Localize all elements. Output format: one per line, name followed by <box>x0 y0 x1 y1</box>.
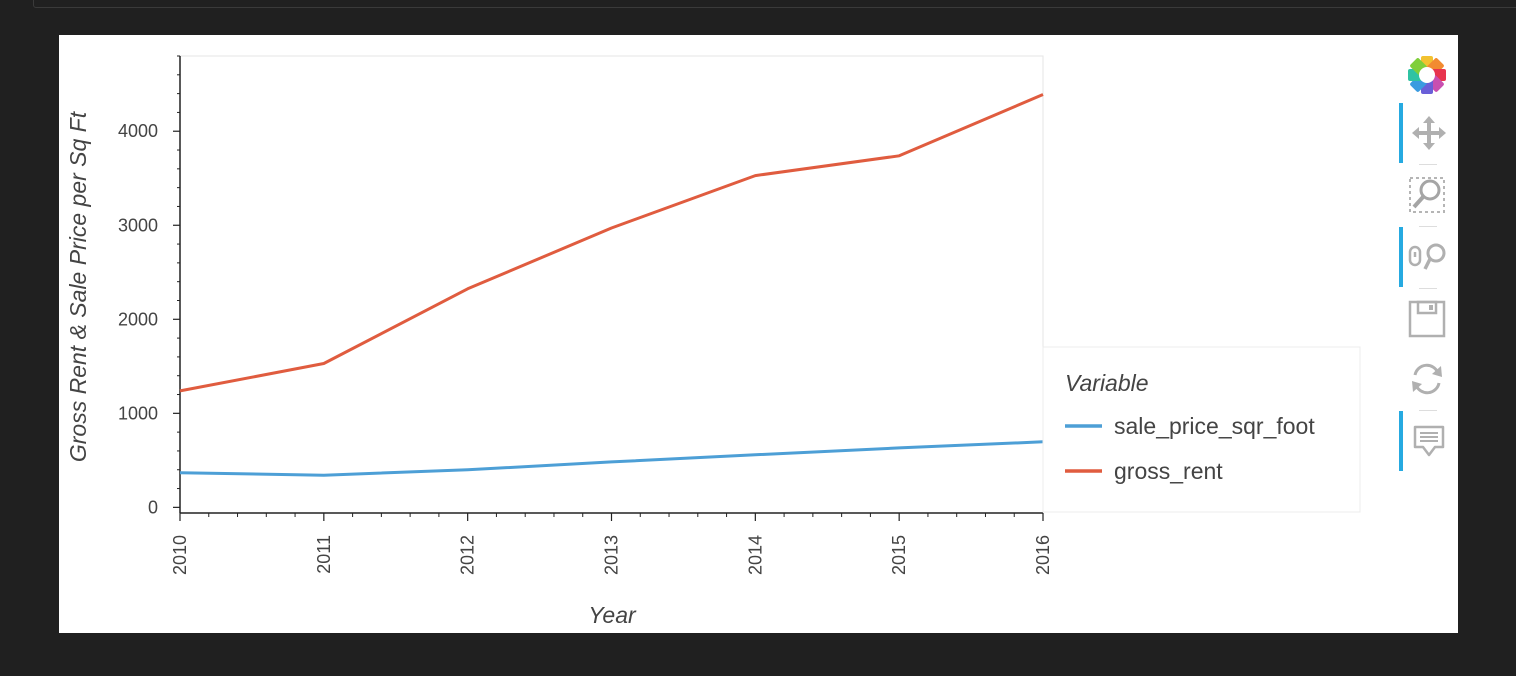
y-axis: 0 1000 2000 3000 4000 <box>118 55 181 517</box>
plot-area <box>179 55 1044 514</box>
legend-label-sale_price_sqr_foot: sale_price_sqr_foot <box>1114 413 1315 439</box>
series-line-sale_price_sqr_foot <box>179 440 1044 477</box>
pan-tool-icon[interactable] <box>1399 103 1455 163</box>
legend: Variable sale_price_sqr_foot gross_rent <box>1042 346 1361 513</box>
plot-toolbar <box>1399 45 1455 485</box>
x-tick-label: 2013 <box>602 535 622 575</box>
series-lines <box>179 93 1044 477</box>
notebook-cell-border <box>33 0 1516 8</box>
x-tick-label: 2010 <box>170 535 190 575</box>
wheel-zoom-icon[interactable] <box>1399 227 1455 287</box>
x-tick-label: 2015 <box>889 535 909 575</box>
series-line-gross_rent <box>179 93 1044 393</box>
x-tick-label: 2014 <box>745 535 765 575</box>
legend-items: sale_price_sqr_foot gross_rent <box>1065 413 1315 484</box>
y-tick-label: 3000 <box>118 215 158 235</box>
box-zoom-icon[interactable] <box>1399 165 1455 225</box>
reset-icon[interactable] <box>1399 349 1455 409</box>
x-axis-label: Year <box>588 602 637 628</box>
save-icon[interactable] <box>1399 289 1455 349</box>
y-tick-label: 1000 <box>118 403 158 423</box>
legend-label-gross_rent: gross_rent <box>1114 458 1223 484</box>
x-tick-label: 2011 <box>314 535 334 574</box>
x-tick-label: 2012 <box>458 535 478 575</box>
bokeh-logo-icon[interactable] <box>1399 45 1455 105</box>
legend-title: Variable <box>1065 370 1149 396</box>
x-tick-label: 2016 <box>1033 535 1053 575</box>
y-tick-label: 4000 <box>118 121 158 141</box>
y-tick-label: 0 <box>148 497 158 517</box>
y-tick-label: 2000 <box>118 309 158 329</box>
plot-panel: 0 1000 2000 3000 4000 2010 2011 2012 2013 2014 20… <box>59 35 1458 633</box>
legend-box <box>1042 346 1361 513</box>
y-axis-label: Gross Rent & Sale Price per Sq Ft <box>65 110 91 462</box>
x-axis: 2010 2011 2012 2013 2014 2015 2016 <box>170 512 1053 575</box>
hover-tool-icon[interactable] <box>1399 411 1455 471</box>
